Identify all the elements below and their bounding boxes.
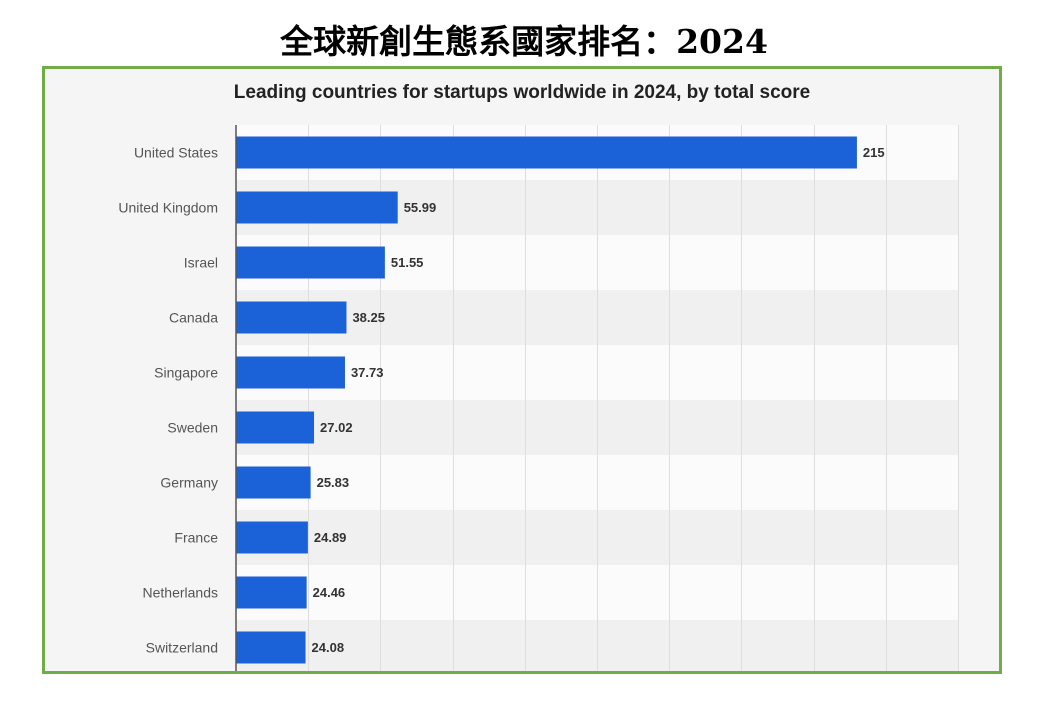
value-label-france: 24.89 xyxy=(314,530,347,545)
category-label-switzerland: Switzerland xyxy=(146,640,218,656)
category-label-germany: Germany xyxy=(160,475,218,491)
bar-sweden xyxy=(236,411,315,444)
bar-singapore xyxy=(236,356,345,389)
category-label-sweden: Sweden xyxy=(167,420,218,436)
category-label-netherlands: Netherlands xyxy=(143,585,219,601)
category-label-france: France xyxy=(174,530,218,546)
chart-title: Leading countries for startups worldwide… xyxy=(233,82,811,103)
value-label-singapore: 37.73 xyxy=(351,365,384,380)
value-label-switzerland: 24.08 xyxy=(312,640,345,655)
value-label-israel: 51.55 xyxy=(391,255,424,270)
page-title: 全球新創生態系國家排名：2024 xyxy=(280,22,768,61)
bar-israel xyxy=(236,246,385,279)
value-label-united-kingdom: 55.99 xyxy=(404,200,437,215)
bar-switzerland xyxy=(236,631,306,664)
category-label-canada: Canada xyxy=(169,310,218,326)
bar-united-kingdom xyxy=(236,191,398,224)
bar-germany xyxy=(236,466,311,499)
category-label-israel: Israel xyxy=(184,255,218,271)
bar-canada xyxy=(236,301,347,334)
category-label-united-kingdom: United Kingdom xyxy=(118,200,218,216)
bar-chart: United States 215 United Kingdom 55.99 Israe… xyxy=(118,125,959,671)
chart-frame: United States 215 United Kingdom 55.99 Israe… xyxy=(42,66,1002,674)
bar-france xyxy=(236,521,308,554)
category-label-united-states: United States xyxy=(134,145,218,161)
value-label-canada: 38.25 xyxy=(352,310,385,325)
category-label-singapore: Singapore xyxy=(154,365,218,381)
bar-united-states xyxy=(236,136,857,169)
value-label-germany: 25.83 xyxy=(317,475,350,490)
bar-netherlands xyxy=(236,576,307,609)
value-label-netherlands: 24.46 xyxy=(313,585,346,600)
value-label-united-states: 215 xyxy=(863,145,885,160)
value-label-sweden: 27.02 xyxy=(320,420,353,435)
